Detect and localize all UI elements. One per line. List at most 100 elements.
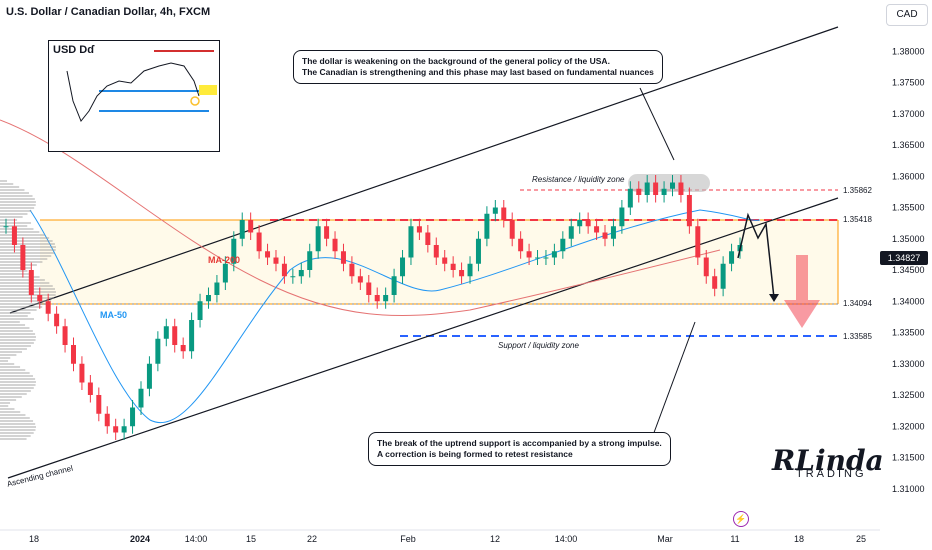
y-tick-label: 1.32500 [892, 390, 925, 400]
y-tick-label: 1.37000 [892, 109, 925, 119]
candle-body [138, 388, 144, 408]
volume-profile-bar [0, 216, 23, 218]
candle-body [636, 188, 642, 195]
candle-body [543, 257, 549, 259]
volume-profile-bar [0, 366, 21, 368]
volume-profile-bar [0, 348, 27, 350]
y-tick-label: 1.33000 [892, 359, 925, 369]
volume-profile-bar [0, 264, 37, 266]
volume-profile-bar [0, 393, 27, 395]
candle-body [501, 207, 507, 220]
volume-profile-bar [0, 270, 28, 272]
y-tick-label: 1.32000 [892, 421, 925, 431]
y-tick-label: 1.33500 [892, 328, 925, 338]
brand-logo: RLinda TRADING [772, 444, 884, 488]
x-tick-label: 14:00 [555, 534, 578, 544]
lightning-icon[interactable]: ⚡ [733, 511, 749, 527]
candle-body [442, 257, 448, 264]
candle-body [197, 301, 203, 320]
candle-body [729, 251, 735, 264]
candle-body [163, 326, 169, 339]
currency-selector[interactable]: CAD [886, 4, 928, 26]
volume-profile-bar [0, 375, 33, 377]
candle-body [62, 326, 68, 345]
inset-symbol: Dɗ [79, 44, 94, 56]
candle-body [54, 313, 60, 327]
y-tick-label: 1.34500 [892, 265, 925, 275]
candle-body [374, 295, 380, 302]
candle-body [332, 238, 338, 252]
volume-profile-bar [0, 213, 28, 215]
volume-profile-bar [0, 411, 21, 413]
candle-body [408, 226, 414, 258]
callout-top-pointer [639, 87, 675, 161]
candle-body [686, 195, 692, 227]
candle-body [535, 257, 541, 259]
x-tick-label: 18 [794, 534, 804, 544]
candle-body [425, 232, 431, 245]
y-tick-label: 1.31000 [892, 484, 925, 494]
projection-arrowhead [769, 294, 779, 302]
logo-sub: TRADING [796, 468, 867, 480]
volume-profile-bar [0, 390, 31, 392]
candle-body [551, 251, 557, 258]
x-tick-label: Feb [400, 534, 416, 544]
ma50-label: MA-50 [100, 310, 128, 320]
volume-profile-bar [0, 372, 30, 374]
volume-profile-bar [0, 273, 34, 275]
volume-profile-bar [0, 333, 36, 335]
candle-body [340, 251, 346, 264]
volume-profile-bar [0, 246, 56, 248]
y-tick-label: 1.35500 [892, 203, 925, 213]
volume-profile-bar [0, 192, 29, 194]
level-label-support: 1.34094 [843, 299, 872, 308]
volume-profile-bar [0, 309, 37, 311]
candle-body [298, 270, 304, 277]
candle-body [214, 282, 220, 295]
candle-body [594, 226, 600, 233]
candle-body [20, 245, 26, 270]
volume-profile-bar [0, 345, 31, 347]
y-tick-label: 1.36500 [892, 140, 925, 150]
candle-body [577, 220, 583, 227]
callout-top: The dollar is weakening on the backgroun… [293, 50, 663, 84]
volume-profile-bar [0, 357, 11, 359]
candle-body [475, 238, 481, 264]
volume-profile-bar [0, 363, 15, 365]
inset-title: USD Dɗ [53, 44, 94, 56]
volume-profile-bar [0, 408, 15, 410]
volume-profile-bar [0, 384, 36, 386]
candle-body [585, 220, 591, 227]
candle-body [467, 263, 473, 277]
logo-main: RLinda [772, 444, 884, 477]
price-axis [880, 0, 932, 550]
volume-profile-bar [0, 300, 52, 302]
y-tick-label: 1.35000 [892, 234, 925, 244]
candle-body [146, 363, 152, 389]
volume-profile-bar [0, 339, 36, 341]
candle-body [104, 413, 110, 427]
volume-profile-bar [0, 189, 25, 191]
volume-profile-bar [0, 432, 34, 434]
candle-body [45, 301, 51, 314]
volume-profile-bar [0, 243, 55, 245]
candle-body [383, 295, 389, 302]
candle-body [366, 282, 372, 295]
candle-body [568, 226, 574, 239]
volume-profile-bar [0, 396, 22, 398]
candle-body [610, 226, 616, 239]
x-tick-label: 2024 [130, 534, 150, 544]
volume-profile-bar [0, 183, 14, 185]
volume-profile-bar [0, 306, 43, 308]
level-label-liquidity: 1.33585 [843, 332, 872, 341]
volume-profile-bar [0, 399, 17, 401]
volume-profile-bar [0, 315, 28, 317]
y-tick-label: 1.31500 [892, 453, 925, 463]
volume-profile-bar [0, 387, 34, 389]
volume-profile-bar [0, 204, 36, 206]
candle-body [37, 295, 43, 302]
candle-body [526, 251, 532, 258]
volume-profile-bar [0, 381, 36, 383]
candle-body [619, 207, 625, 227]
